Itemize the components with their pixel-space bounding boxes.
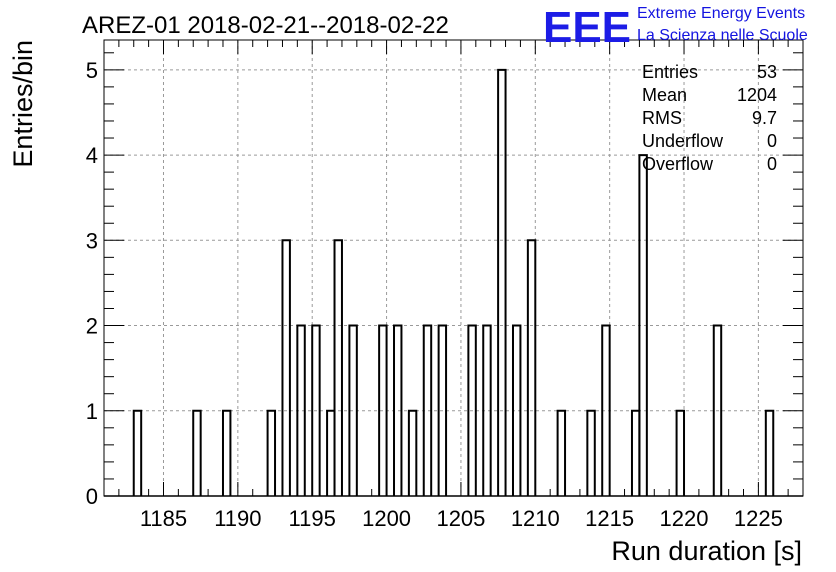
eee-logo: EEE Extreme Energy Events La Scienza nel… [543, 3, 808, 52]
stats-box: Entries 53 Mean 1204 RMS 9.7 Underflow 0 Overflo… [642, 62, 777, 174]
x-tick-label: 1195 [289, 506, 336, 531]
histogram-bin [266, 409, 277, 496]
histogram-bin [511, 324, 522, 496]
x-tick-label: 1185 [140, 506, 187, 531]
y-tick-label: 0 [86, 484, 98, 509]
x-tick-label: 1200 [362, 506, 411, 531]
histogram-bin [437, 324, 448, 496]
stats-value: 9.7 [752, 108, 777, 128]
stats-label: Mean [642, 85, 687, 105]
stats-value: 0 [767, 154, 777, 174]
y-tick-label: 4 [86, 143, 98, 168]
chart-title: AREZ-01 2018-02-21--2018-02-22 [82, 12, 449, 39]
stats-label: Underflow [642, 131, 724, 151]
stats-label: Overflow [642, 154, 714, 174]
histogram-bin [281, 239, 291, 496]
logo-line-2: La Scienza nelle Scuole [637, 27, 808, 44]
logo-line-1: Extreme Energy Events [637, 5, 805, 22]
histogram-bin [407, 409, 418, 496]
histogram-bin [422, 324, 433, 496]
y-tick-label: 3 [86, 228, 98, 253]
axes: 1185 1190 1195 1200 1205 1210 1215 1220 1225 0 1 2 3… [86, 40, 804, 531]
stats-label: Entries [642, 62, 698, 82]
histogram-bin [132, 409, 143, 496]
histogram-bin [601, 324, 611, 496]
x-tick-label: 1190 [214, 506, 261, 531]
stats-label: RMS [642, 108, 682, 128]
histogram-bin [348, 324, 358, 496]
stats-value: 1204 [737, 85, 777, 105]
histogram-bin [296, 324, 306, 496]
histogram-bin [311, 324, 321, 496]
stats-value: 0 [767, 131, 777, 151]
histogram-bin [497, 68, 507, 496]
histogram-bin [638, 154, 648, 496]
histogram-bin [526, 239, 537, 496]
x-tick-label: 1225 [734, 506, 783, 531]
stats-value: 53 [757, 62, 777, 82]
x-tick-label: 1205 [436, 506, 485, 531]
y-tick-label: 1 [86, 399, 98, 424]
y-tick-label: 5 [86, 58, 98, 83]
y-axis-title: Entries/bin [8, 40, 38, 168]
histogram-bin [482, 324, 492, 496]
x-tick-label: 1215 [585, 506, 634, 531]
histogram-bars [132, 68, 775, 496]
histogram-bin [333, 239, 343, 496]
histogram-bin [467, 324, 477, 496]
histogram-bin [712, 324, 723, 496]
y-tick-label: 2 [86, 314, 98, 339]
x-tick-label: 1210 [511, 506, 560, 531]
histogram-bin [393, 324, 403, 496]
histogram-bin [378, 324, 388, 496]
histogram-bin [586, 409, 596, 496]
histogram-bin [221, 409, 232, 496]
histogram-bin [556, 409, 567, 496]
logo-letters: EEE [543, 3, 631, 52]
x-axis-title: Run duration [s] [611, 536, 802, 566]
histogram-bin [675, 409, 686, 496]
histogram-bin [764, 409, 775, 496]
x-tick-label: 1220 [660, 506, 709, 531]
histogram-bin [192, 409, 202, 496]
